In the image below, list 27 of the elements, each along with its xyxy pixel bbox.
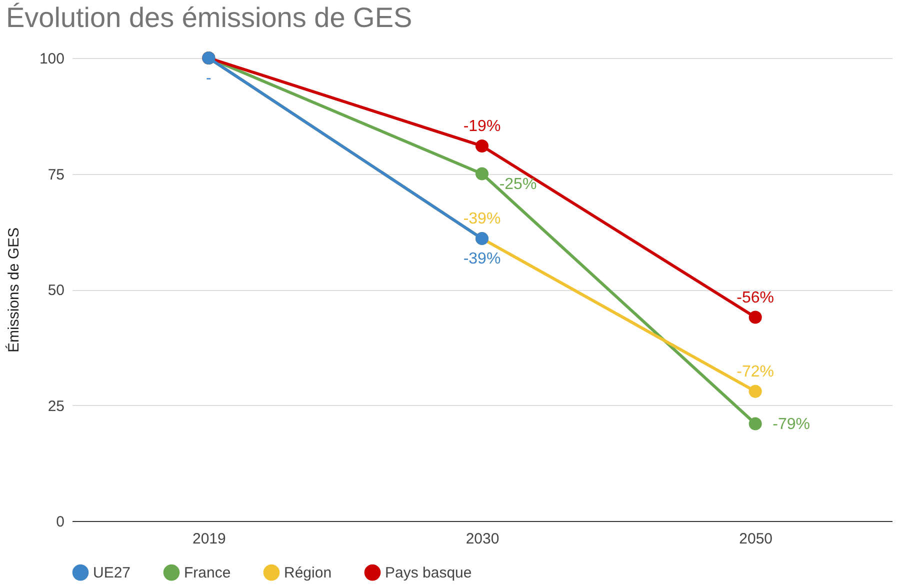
annotation: -79% bbox=[772, 416, 810, 433]
annotation: -39% bbox=[463, 250, 501, 268]
legend-label: UE27 bbox=[93, 564, 131, 582]
y-tick-label: 50 bbox=[48, 282, 64, 299]
y-axis-title: Émissions de GES bbox=[4, 227, 22, 353]
y-tick-label: 25 bbox=[48, 398, 64, 415]
point bbox=[475, 167, 489, 180]
x-tick-label: 2030 bbox=[466, 530, 500, 548]
legend-label: France bbox=[184, 564, 231, 582]
annotation: -25% bbox=[499, 176, 537, 193]
point bbox=[475, 139, 489, 152]
y-tick-label: 0 bbox=[56, 514, 64, 530]
annotation: - bbox=[206, 70, 212, 87]
annotation: -72% bbox=[736, 363, 774, 380]
point bbox=[748, 384, 762, 398]
legend-label: Pays basque bbox=[385, 564, 472, 582]
x-tick-label: 2050 bbox=[739, 530, 773, 548]
x-tick-label: 2019 bbox=[192, 530, 226, 548]
annotation: -39% bbox=[463, 210, 501, 228]
annotation: -19% bbox=[463, 118, 501, 135]
legend-label: Région bbox=[284, 564, 332, 582]
y-tick-label: 75 bbox=[48, 166, 64, 184]
annotation: -56% bbox=[736, 289, 774, 306]
y-tick-label: 100 bbox=[39, 50, 64, 68]
point bbox=[748, 310, 762, 324]
chart-title: Évolution des émissions de GES bbox=[6, 2, 412, 33]
point bbox=[748, 417, 762, 430]
